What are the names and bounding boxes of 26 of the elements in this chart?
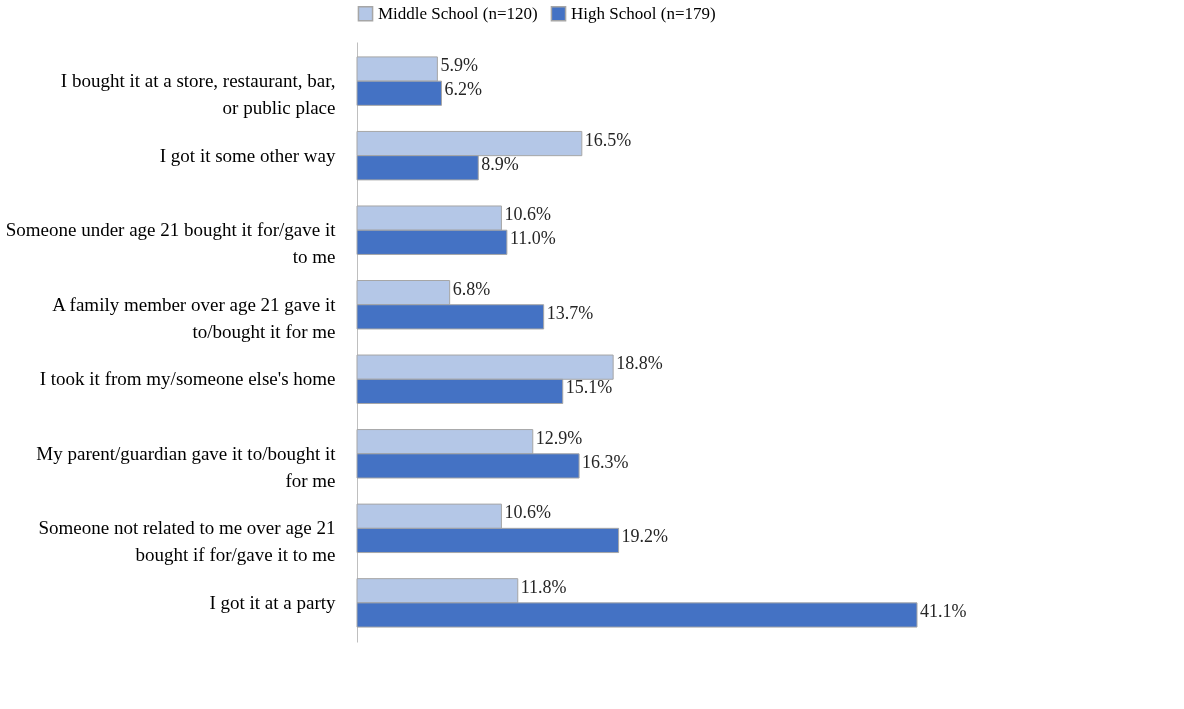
data-label: 11.0% (509, 228, 556, 249)
data-label: 6.2% (444, 79, 482, 100)
legend-label: High School (n=179) (571, 3, 716, 23)
data-label: 11.8% (520, 576, 567, 597)
y-tick-label: My parent/guardian gave it to/bought it for me (36, 442, 337, 491)
legend-label: Middle School (n=120) (378, 3, 538, 23)
y-tick-label: I bought it at a store, restaurant, bar, or public place (60, 70, 336, 119)
data-label: 13.7% (546, 302, 594, 323)
y-tick-label: I got it some other way (159, 144, 336, 166)
data-label: 10.6% (504, 502, 551, 523)
y-tick-label: I took it from my/someone else's home (39, 368, 336, 390)
y-tick-label: A family member over age 21 gave it to/bought it for me (52, 293, 337, 342)
y-tick-label: I got it at a party (209, 591, 336, 613)
data-label: 15.1% (565, 377, 613, 398)
data-label: 10.6% (504, 204, 551, 225)
y-tick-label: Someone under age 21 bought it for/gave it to me (5, 219, 337, 268)
data-label: 5.9% (440, 55, 478, 76)
data-label: 18.8% (616, 353, 663, 374)
data-label: 16.5% (584, 129, 632, 150)
data-label: 8.9% (481, 153, 519, 174)
data-label: 12.9% (535, 427, 583, 448)
y-tick-label: Someone not related to me over age 21 bought if for/gave it to me (38, 517, 336, 566)
data-label: 19.2% (621, 526, 669, 547)
data-label: 41.1% (920, 600, 967, 621)
data-label: 6.8% (452, 278, 491, 299)
data-label: 16.3% (582, 451, 629, 472)
